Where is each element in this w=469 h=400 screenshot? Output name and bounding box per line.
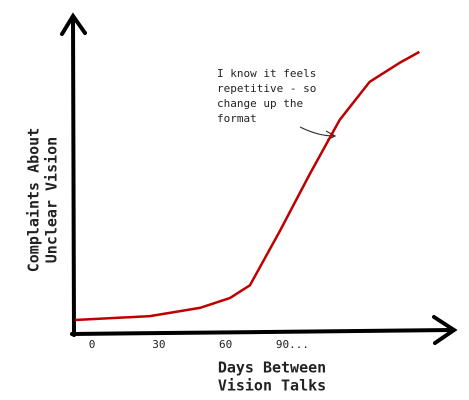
annotation: repetitive - so	[217, 82, 316, 95]
x-axis-label: Days Between	[218, 359, 326, 377]
x-tick-label: 90...	[276, 338, 309, 351]
annotation-arrow	[299, 126, 335, 137]
y-axis	[71, 16, 76, 337]
x-tick-label: 30	[152, 338, 165, 351]
y-axis-label: Complaints About	[25, 128, 43, 273]
x-tick-label: 60	[219, 338, 232, 351]
x-axis	[70, 328, 454, 336]
y-arrow	[60, 12, 87, 36]
y-axis-label: Unclear Vision	[43, 137, 61, 263]
data-line	[75, 50, 420, 322]
x-tick-label: 0	[89, 338, 96, 351]
annotation: I know it feels	[217, 67, 316, 80]
annotation: change up the	[217, 97, 303, 110]
annotation: format	[217, 112, 257, 125]
x-axis-label: Vision Talks	[218, 377, 326, 395]
axes	[60, 12, 458, 345]
x-arrow	[432, 315, 458, 345]
